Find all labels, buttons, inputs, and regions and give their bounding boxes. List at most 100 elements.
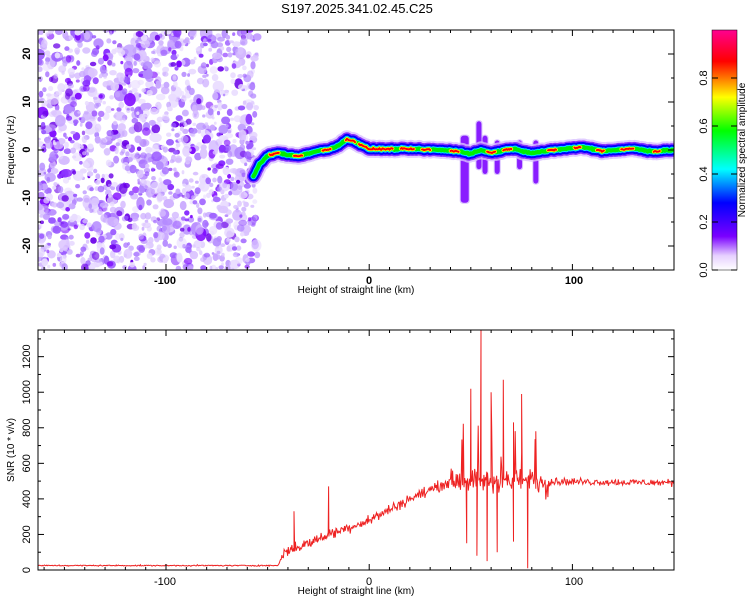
spectrogram-y-label: Frequency (Hz) [6,116,17,185]
noise-blob [237,47,244,55]
noise-blob [212,237,222,247]
noise-blob [223,65,228,70]
spectrogram-y-tick-labels: -20 -10 0 10 20 [21,47,33,253]
colorbar-frame [711,29,738,271]
noise-blob [241,206,247,212]
noise-blob [45,124,57,132]
noise-blob [86,222,92,228]
noise-blob [146,199,152,206]
noise-blob [140,103,151,111]
noise-blob [89,187,94,192]
noise-blob [63,148,72,155]
noise-blob [200,265,207,270]
noise-blob [176,60,182,68]
noise-blob [152,204,159,210]
noise-blob [179,200,187,211]
noise-blob [190,30,197,36]
noise-blob [225,133,234,139]
noise-blob [158,177,162,183]
noise-blob [46,93,60,105]
noise-blob [190,36,194,40]
noise-blob [123,253,127,258]
noise-blob [133,53,141,61]
noise-blob [106,261,114,267]
noise-blob [220,221,229,228]
snr-xtick-label-2: 0 [366,576,372,588]
noise-blob [91,197,100,206]
noise-blob [212,150,218,155]
noise-blob [144,171,150,177]
noise-blob [74,30,82,36]
noise-blob [96,242,103,249]
colorbar-tick-label-1: 0.0 [698,262,710,277]
noise-blob [241,33,249,42]
noise-blob [105,159,112,167]
noise-blob [138,113,146,122]
noise-blob [47,168,51,173]
noise-blob [62,177,70,184]
noise-blob [38,203,49,216]
spec-ytick-label-3: 0 [21,147,33,153]
noise-blob [140,34,148,42]
spec-ytick-label-1: -20 [21,238,33,254]
noise-blob [75,253,81,258]
noise-blob [224,40,231,46]
noise-blob [232,138,237,144]
noise-blob [250,55,259,62]
noise-blob [173,245,177,250]
snr-ytick-label-4: 600 [21,454,33,472]
noise-blob [202,219,209,229]
noise-blob [231,246,238,251]
noise-blob [240,231,245,237]
noise-blob [107,53,112,57]
noise-blob [118,84,123,91]
ridge-red [502,147,513,152]
noise-blob [120,237,124,242]
noise-blob [75,184,81,189]
noise-blob [55,90,63,96]
noise-blob [93,38,104,49]
noise-blob [168,93,177,101]
noise-blob [95,102,102,107]
noise-blob [73,196,78,204]
noise-blob [237,105,246,111]
spectrogram-x-tick-labels: -100 0 100 [154,275,583,287]
noise-blob [212,196,221,203]
noise-blob [78,117,82,121]
noise-blob [184,184,192,192]
noise-blob [228,144,239,157]
noise-blob [41,147,47,153]
noise-blob [140,152,147,159]
noise-blob [79,160,83,165]
colorbar-gradient [712,30,737,270]
noise-blob [183,257,193,265]
noise-blob [236,224,245,232]
noise-blob [142,61,153,70]
noise-blob [207,126,212,130]
noise-blob [106,186,111,191]
noise-blob [108,173,114,179]
noise-blob [222,166,230,176]
noise-blob [105,216,119,227]
colorbar: 0.0 0.2 0.4 0.6 0.8 Normalized spectral … [698,29,748,278]
noise-blob [42,110,49,117]
noise-blob [135,152,140,158]
noise-blob [206,63,209,68]
spectrogram-x-label: Height of straight line (km) [298,285,415,296]
noise-blob [146,245,150,249]
noise-blob [82,84,90,92]
noise-blob [120,60,124,65]
noise-blob [232,32,236,36]
noise-blob [55,30,63,35]
noise-blob [107,183,112,187]
noise-blob [41,258,49,267]
noise-blob [228,190,233,196]
noise-blob [242,65,247,71]
noise-blob [60,221,68,228]
noise-blob [197,129,202,134]
ridge-red [486,150,497,154]
noise-blob [181,109,189,117]
noise-blob [43,171,47,175]
noise-blob [62,59,68,67]
noise-blob [145,187,154,198]
